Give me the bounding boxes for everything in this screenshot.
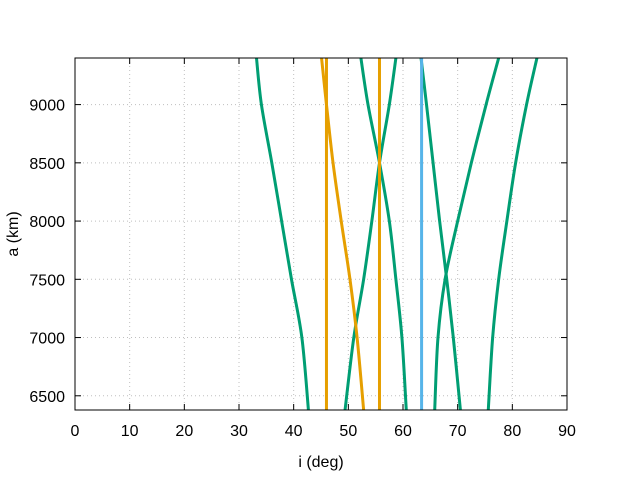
x-tick-label: 80 (503, 423, 521, 440)
series-layer (255, 58, 539, 410)
series-line-green-5 (486, 58, 539, 410)
x-tick-label: 50 (339, 423, 357, 440)
x-tick-label: 90 (558, 423, 576, 440)
x-tick-label: 40 (285, 423, 303, 440)
y-tick-label: 9000 (29, 98, 65, 115)
ticks: 0 10 20 30 40 50 60 70 80 90 6500 7000 7500 8000 8500 9… (29, 58, 576, 440)
y-tick-label: 8500 (29, 156, 65, 173)
series-line-green-4 (433, 58, 501, 410)
series-line-orange-8 (320, 58, 366, 410)
x-tick-label: 10 (121, 423, 139, 440)
x-tick-label: 0 (71, 423, 80, 440)
y-tick-label: 8000 (29, 214, 65, 231)
x-axis-label: i (deg) (298, 454, 343, 471)
series-line-green-0 (255, 58, 310, 410)
grid (75, 58, 567, 410)
plot-frame (74, 57, 568, 411)
x-tick-label: 30 (230, 423, 248, 440)
y-tick-label: 6500 (29, 389, 65, 406)
y-tick-label: 7000 (29, 331, 65, 348)
series-line-green-2 (359, 58, 408, 410)
x-tick-label: 60 (394, 423, 412, 440)
x-tick-label: 70 (449, 423, 467, 440)
y-tick-label: 7500 (29, 272, 65, 289)
series-line-green-3 (419, 58, 462, 410)
series-line-green-1 (343, 58, 398, 410)
y-axis-label: a (km) (5, 211, 22, 256)
x-tick-label: 20 (175, 423, 193, 440)
